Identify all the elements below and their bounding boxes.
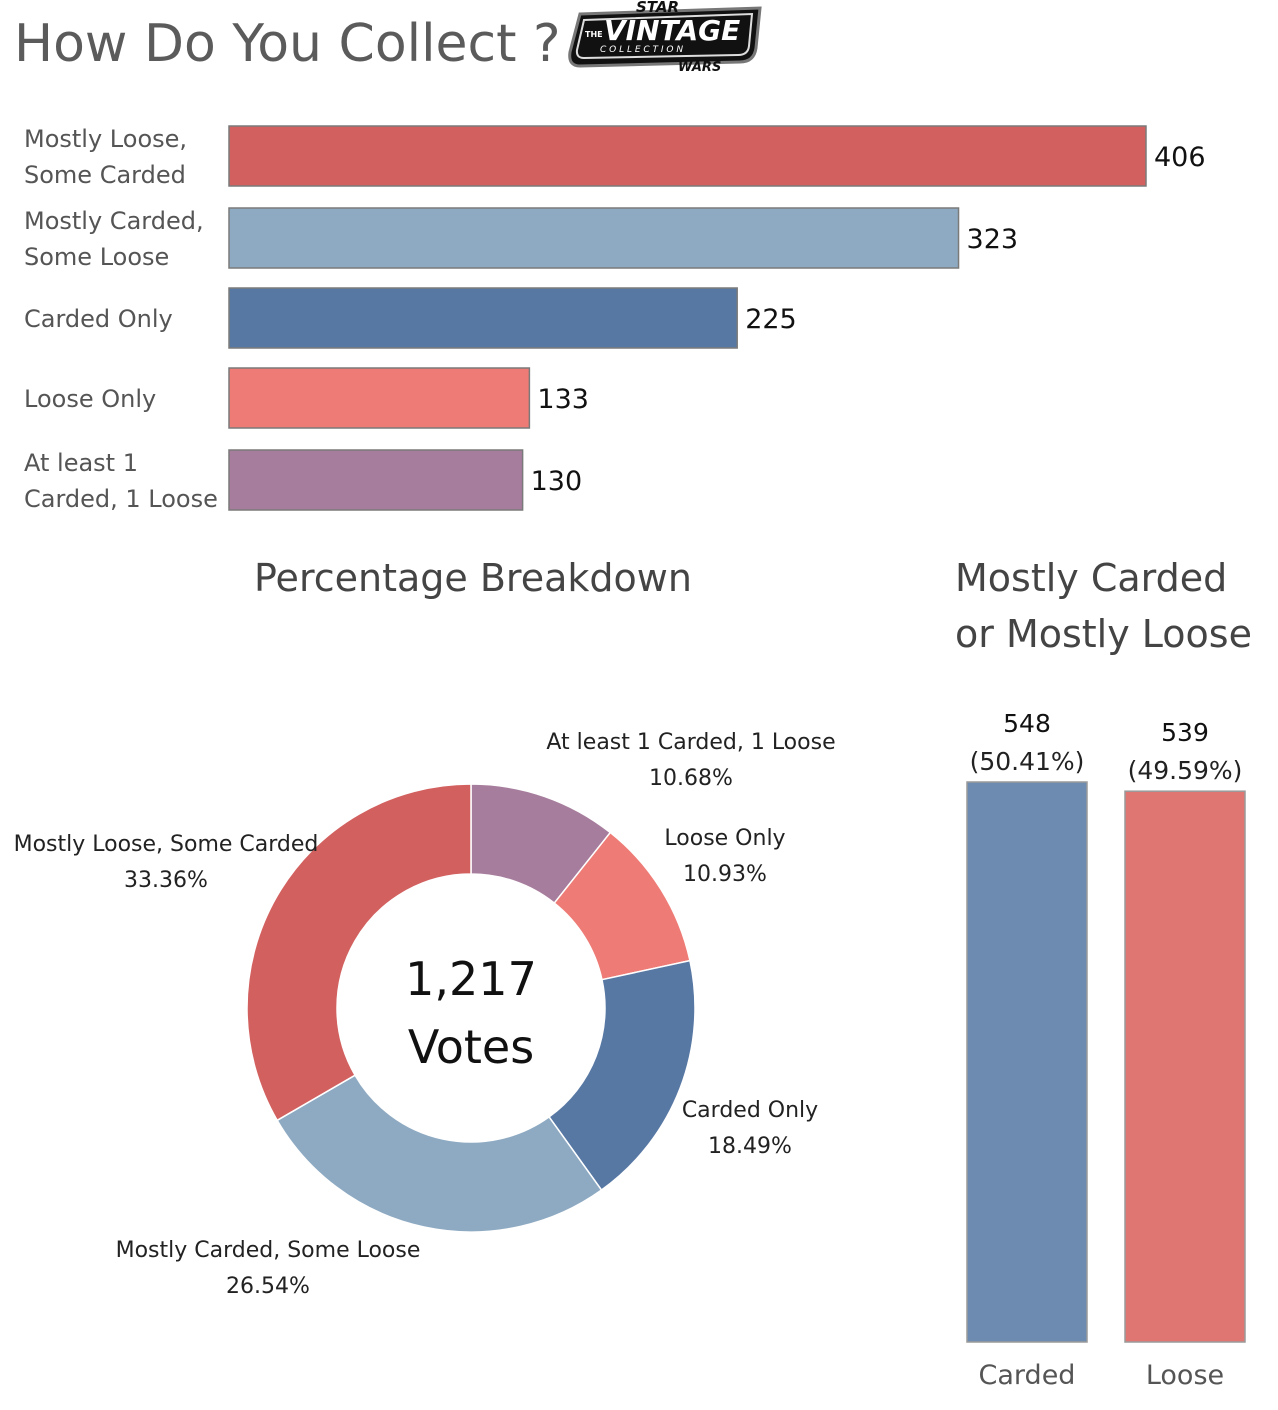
hbar-category-label-2-0: Carded Only [24,305,173,333]
donut-slice-pct-1: 10.93% [683,862,767,887]
hbar-category-label-0-1: Some Carded [24,161,186,189]
hbar-value-label-3: 133 [537,384,589,415]
donut-slice-label-3: Mostly Carded, Some Loose [116,1238,421,1263]
donut-slice-pct-4: 33.36% [124,868,208,893]
vbar-value-label-1: 539 [1161,718,1209,747]
hbar-category-label-1-1: Some Loose [24,243,169,271]
vbar-0 [966,781,1088,1343]
vbar-pct-label-0: (50.41%) [970,747,1085,776]
donut-slice-pct-2: 18.49% [708,1134,792,1159]
hbar-0 [228,125,1147,187]
vintage-collection-logo: STAR THE VINTAGE C O L L E C T I O N WAR… [568,0,762,75]
hbar-value-label-4: 130 [531,466,583,497]
donut-slice-label-1: Loose Only [664,826,785,851]
hbar-category-label-4-0: At least 1 [24,449,138,477]
hbar-3 [228,367,531,429]
donut-slice-label-2: Carded Only [682,1098,818,1123]
hbar-value-label-1: 323 [967,224,1019,255]
donut-chart-title: Percentage Breakdown [254,556,692,600]
hbar-category-label-4-1: Carded, 1 Loose [24,485,218,513]
totals-chart-title-line-2: or Mostly Loose [955,612,1252,656]
hbar-value-label-0: 406 [1154,142,1206,173]
hbar-category-label-1-0: Mostly Carded, [24,207,204,235]
hbar-2 [228,287,738,349]
hbar-category-label-3-0: Loose Only [24,385,156,413]
logo-main-text: VINTAGE [604,14,740,47]
logo-star-text: STAR [636,0,679,16]
donut-center-label: Votes [408,1020,534,1074]
vbar-1 [1124,790,1246,1343]
vbar-category-label-0: Carded [979,1360,1076,1391]
hbar-value-label-2: 225 [745,304,797,335]
logo-sub-text: C O L L E C T I O N [600,45,683,55]
donut-slice-label-4: Mostly Loose, Some Carded [14,832,319,857]
donut-slice-pct-3: 26.54% [226,1274,310,1299]
donut-slice-label-0: At least 1 Carded, 1 Loose [546,730,835,755]
totals-chart-title-line-1: Mostly Carded [955,556,1228,600]
donut-slice-4 [246,783,472,1122]
page-title: How Do You Collect ? [14,14,561,74]
donut-slice-3 [276,1074,603,1233]
hbar-1 [228,207,960,269]
donut-slice-pct-0: 10.68% [649,766,733,791]
logo-the-text: THE [585,30,603,39]
vbar-pct-label-1: (49.59%) [1128,756,1243,785]
hbar-4 [228,449,524,511]
vbar-category-label-1: Loose [1146,1360,1224,1391]
vbar-value-label-0: 548 [1003,709,1051,738]
donut-center-value: 1,217 [405,952,537,1006]
hbar-category-label-0-0: Mostly Loose, [24,125,187,153]
logo-wars-text: WARS [678,60,721,75]
